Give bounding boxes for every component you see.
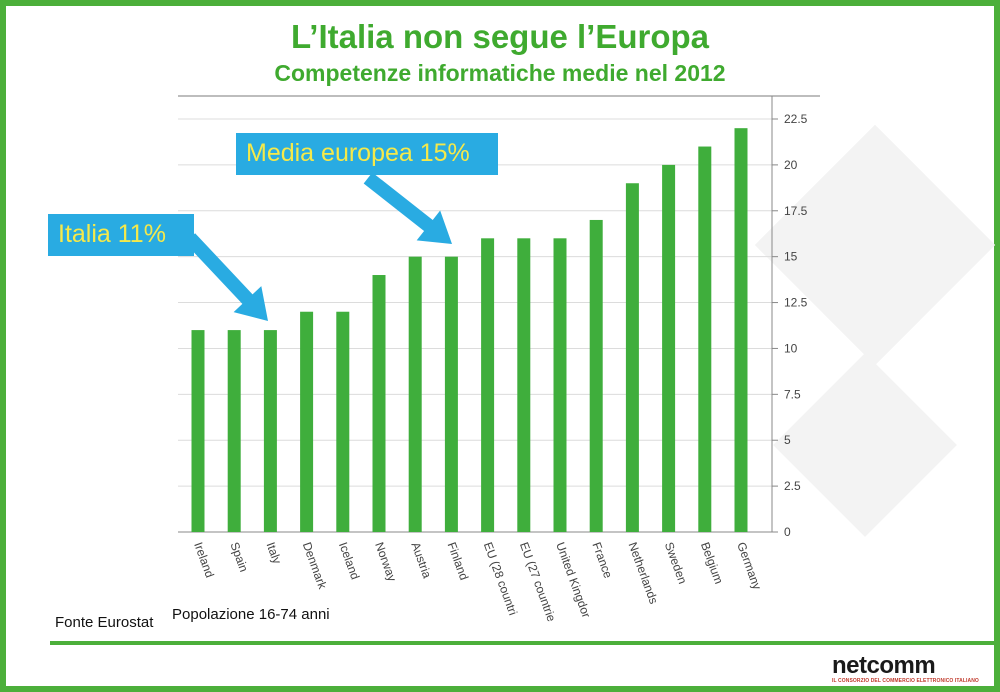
bar-netherlands [625, 183, 639, 532]
source-note: Fonte Eurostat [55, 614, 154, 631]
bar-germany [734, 128, 748, 532]
y-tick-label: 20 [784, 158, 798, 172]
x-tick-label: Sweden [662, 540, 690, 586]
bar-sweden [662, 164, 676, 532]
x-tick-label: Spain [227, 540, 251, 574]
y-tick-label: 10 [784, 341, 798, 355]
y-tick-label: 12.5 [784, 296, 808, 310]
callout-media-europea: Media europea 15% [236, 133, 498, 175]
y-tick-label: 17.5 [784, 204, 808, 218]
y-tick-label: 2.5 [784, 479, 801, 493]
bar-austria [408, 256, 422, 532]
arrow-italia-icon-shape [184, 233, 268, 321]
x-tick-label: EU (27 countrie [517, 540, 559, 623]
bar-denmark [300, 311, 314, 532]
x-tick-label: Belgium [698, 540, 726, 586]
bar-italy [263, 330, 277, 532]
bar-united-kingdor [553, 238, 567, 533]
callout-italia: Italia 11% [48, 214, 194, 256]
logo-tagline: IL CONSORZIO DEL COMMERCIO ELETTRONICO I… [832, 678, 979, 684]
y-tick-label: 7.5 [784, 387, 801, 401]
slide-title: L’Italia non segue l’Europa [290, 18, 710, 55]
netcomm-logo: netcomm IL CONSORZIO DEL COMMERCIO ELETT… [832, 652, 979, 684]
bar-eu-28-countri [481, 238, 495, 533]
bar-france [589, 219, 603, 532]
bar-ireland [191, 330, 205, 532]
y-tick-label: 5 [784, 433, 791, 447]
bar-finland [444, 256, 458, 532]
slide-subtitle: Competenze informatiche medie nel 2012 [274, 60, 726, 86]
x-tick-label: Ireland [191, 540, 217, 579]
bar-eu-27-countrie [517, 238, 531, 533]
bottom-divider [50, 641, 994, 645]
x-tick-label: Austria [408, 540, 434, 580]
x-tick-label: Italy [264, 540, 285, 565]
bar-norway [372, 275, 386, 532]
x-tick-label: United Kingdor [553, 540, 593, 619]
y-tick-label: 15 [784, 250, 798, 264]
population-note: Popolazione 16-74 anni [172, 606, 330, 623]
x-tick-label: Netherlands [626, 540, 661, 606]
logo-text: netcomm [832, 652, 936, 679]
x-tick-label: Finland [445, 540, 472, 582]
x-tick-label: EU (28 countri [481, 540, 520, 617]
arrow-italia-icon [184, 233, 268, 321]
arrow-media-europea-icon [363, 172, 452, 244]
x-tick-label: France [589, 540, 615, 580]
bar-belgium [698, 146, 712, 533]
x-tick-label: Denmark [300, 540, 330, 591]
bar-spain [227, 330, 241, 532]
arrow-media-europea-icon-shape [363, 172, 452, 244]
x-tick-label: Iceland [336, 540, 362, 581]
bar-iceland [336, 311, 350, 532]
y-tick-label: 22.5 [784, 112, 808, 126]
x-tick-label: Norway [372, 540, 399, 583]
x-tick-label: Germany [734, 540, 764, 591]
y-tick-label: 0 [784, 525, 791, 539]
